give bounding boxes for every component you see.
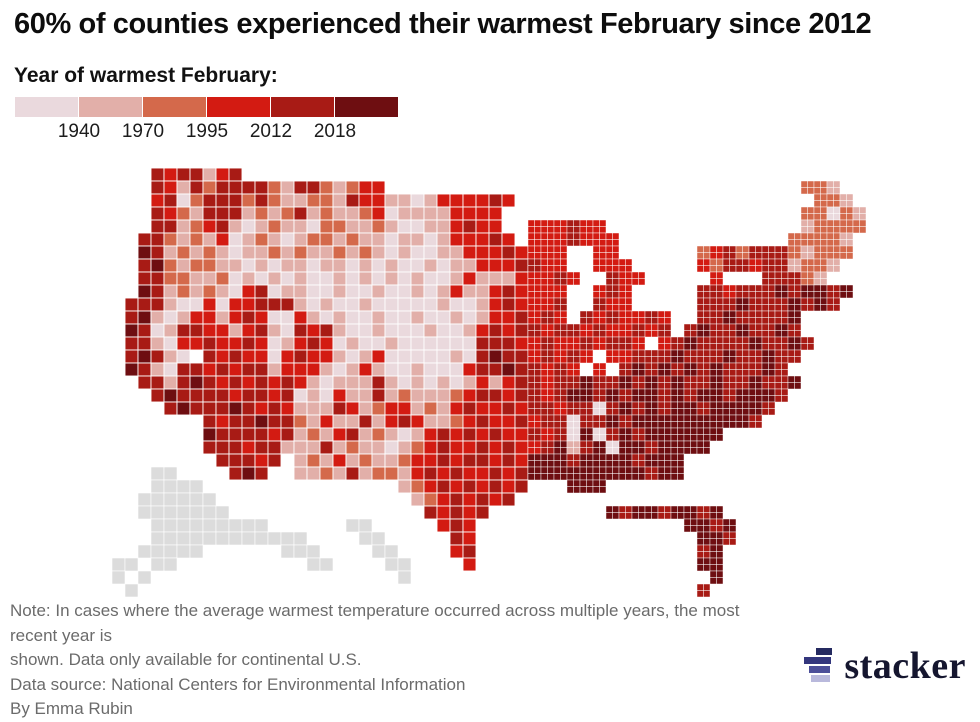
legend-swatch-4 [207, 97, 271, 117]
stacker-logo: stacker [804, 644, 966, 688]
stacker-bar-3 [809, 665, 831, 673]
legend-tick-1995: 1995 [185, 121, 229, 142]
stacker-bar-4 [811, 674, 831, 682]
stacker-bars-icon [804, 647, 834, 685]
stacker-wordmark: stacker [844, 645, 966, 687]
legend-tick-2012: 2012 [249, 121, 293, 142]
stacker-bar-1 [816, 647, 833, 655]
note-line-1: Note: In cases where the average warmest… [10, 601, 740, 645]
legend-swatch-3 [143, 97, 207, 117]
legend-tick-1970: 1970 [121, 121, 165, 142]
stacker-bar-2 [804, 656, 832, 664]
legend-tick-2018: 2018 [313, 121, 357, 142]
legend-heading: Year of warmest February: [14, 64, 278, 87]
choropleth-map-svg [111, 167, 867, 598]
data-source: Data source: National Centers for Enviro… [10, 674, 466, 694]
us-county-choropleth-map [111, 167, 879, 598]
byline: By Emma Rubin [10, 699, 133, 718]
legend-color-scale [15, 97, 399, 117]
legend-swatch-1 [15, 97, 79, 117]
note-line-2: shown. Data only available for continent… [10, 650, 362, 669]
legend-swatch-2 [79, 97, 143, 117]
footer-notes: Note: In cases where the average warmest… [10, 599, 770, 722]
legend-tick-1940: 1940 [57, 121, 101, 142]
legend-swatch-6 [335, 97, 399, 117]
legend-tick-labels: 1940 1970 1995 2012 2018 [15, 121, 395, 145]
page-title: 60% of counties experienced their warmes… [14, 8, 872, 40]
legend-swatch-5 [271, 97, 335, 117]
